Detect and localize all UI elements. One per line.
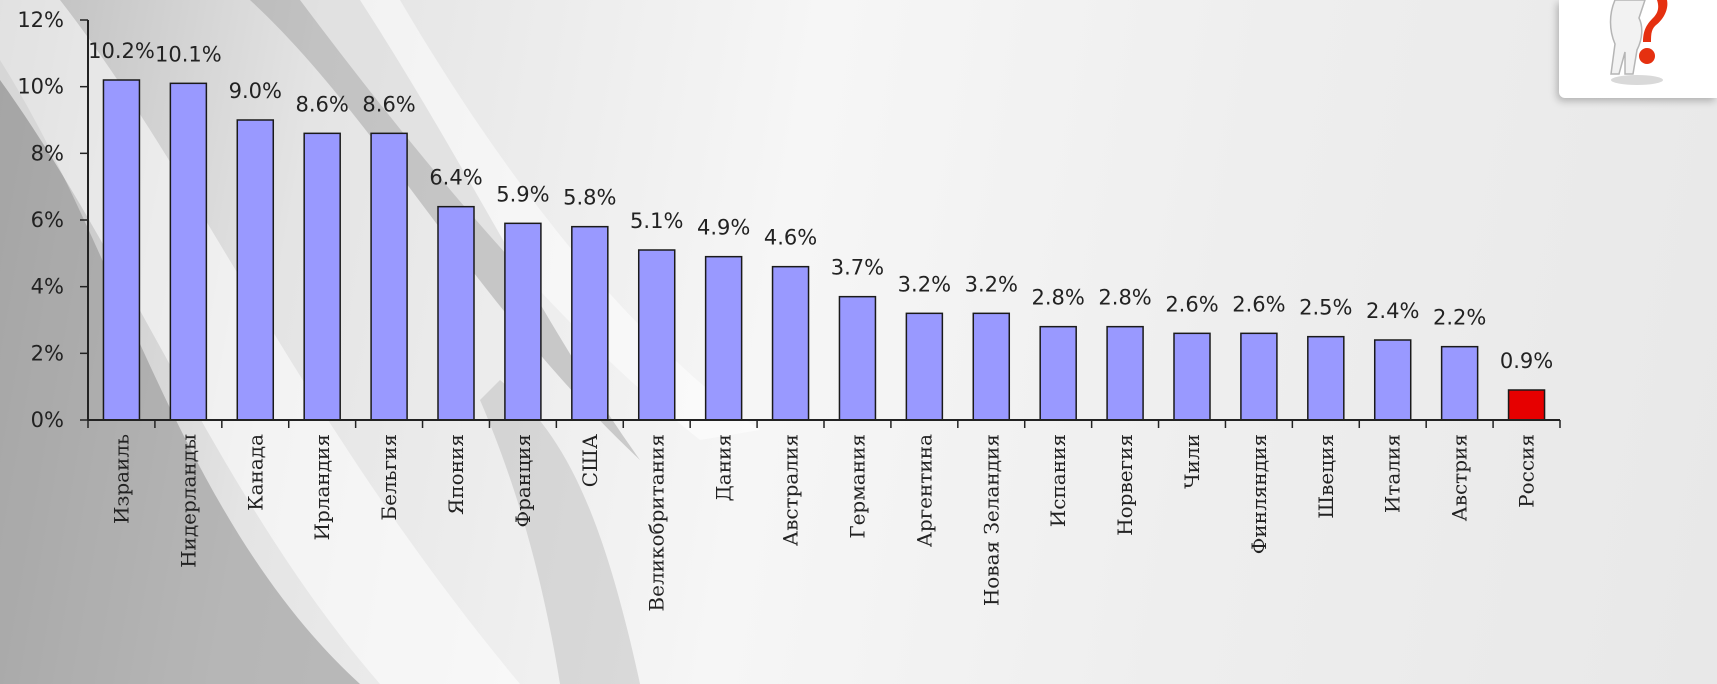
data-label: 2.8% — [1098, 286, 1151, 310]
data-label: 10.2% — [88, 39, 155, 63]
bar-7 — [571, 225, 609, 421]
category-label: Финляндия — [1247, 434, 1271, 554]
data-label: 5.8% — [563, 186, 616, 210]
bar-16 — [1173, 332, 1211, 421]
data-label: 2.6% — [1165, 292, 1218, 316]
data-label: 9.0% — [229, 79, 282, 103]
data-label: 6.4% — [429, 166, 482, 190]
bar-21 — [1507, 389, 1546, 421]
data-label: 10.1% — [155, 42, 222, 66]
bar-2 — [236, 119, 275, 421]
bar-6 — [504, 222, 542, 421]
data-label: 3.2% — [898, 272, 951, 296]
data-label: 3.2% — [965, 272, 1018, 296]
category-label: Великобритания — [645, 434, 669, 612]
category-label: Австрия — [1448, 434, 1472, 521]
bar-20 — [1440, 345, 1479, 421]
bar-10 — [771, 265, 810, 421]
data-label: 2.2% — [1433, 306, 1486, 330]
data-label: 2.8% — [1032, 286, 1085, 310]
bar-19 — [1373, 339, 1412, 421]
y-tick-label: 0% — [31, 408, 64, 432]
category-label: Италия — [1381, 434, 1405, 513]
data-label: 2.6% — [1232, 292, 1285, 316]
category-label: Новая Зеландия — [979, 434, 1003, 606]
category-label: Германия — [845, 434, 869, 539]
bar-13 — [972, 312, 1011, 421]
category-label: Канада — [243, 434, 267, 511]
help-card — [1559, 0, 1717, 98]
category-label: США — [578, 434, 602, 487]
y-tick-label: 10% — [17, 75, 64, 99]
category-label: Аргентина — [912, 434, 936, 547]
bar-0 — [102, 79, 141, 421]
data-label: 5.1% — [630, 209, 683, 233]
bar-3 — [303, 132, 341, 421]
category-label: Австралия — [779, 434, 803, 546]
data-label: 4.9% — [697, 216, 750, 240]
data-label: 2.4% — [1366, 299, 1419, 323]
category-label: Дания — [712, 434, 736, 501]
data-label: 4.6% — [764, 226, 817, 250]
data-label: 8.6% — [296, 92, 349, 116]
category-label: Япония — [444, 434, 468, 515]
x-axis: Израиль Нидерланды Канада Ирландия Бельгия Яп… — [87, 419, 1561, 612]
data-label: 3.7% — [831, 256, 884, 280]
y-tick-label: 12% — [17, 8, 64, 32]
bar-18 — [1307, 335, 1345, 421]
bar-17 — [1240, 332, 1278, 421]
y-tick-label: 6% — [31, 208, 64, 232]
category-label: Нидерланды — [176, 434, 200, 568]
data-label: 0.9% — [1500, 349, 1553, 373]
bar-14 — [1039, 325, 1077, 421]
category-label: Израиль — [109, 434, 133, 524]
bar-15 — [1106, 325, 1144, 421]
question-mark-person-icon — [1609, 0, 1668, 85]
category-label: Франция — [511, 434, 535, 527]
bar-series: 10.2% 10.1% 9.0% 8.6% 8.6% 6.4% 5.9% 5.8% 5.1% 4.… — [88, 39, 1553, 421]
category-label: Норвегия — [1113, 434, 1137, 536]
category-label: Швеция — [1314, 434, 1338, 519]
category-label: Россия — [1515, 434, 1539, 508]
y-tick-label: 8% — [31, 141, 64, 165]
data-label: 5.9% — [496, 182, 549, 206]
data-label: 2.5% — [1299, 296, 1352, 320]
bar-4 — [370, 132, 408, 421]
data-label: 8.6% — [362, 92, 415, 116]
bar-11 — [838, 295, 877, 421]
bar-12 — [905, 312, 944, 421]
y-tick-label: 4% — [31, 275, 64, 299]
y-tick-label: 2% — [31, 341, 64, 365]
category-label: Испания — [1046, 434, 1070, 527]
y-axis: 0% 2% 4% 6% 8% 10% 12% — [17, 8, 89, 432]
bar-5 — [437, 205, 475, 421]
bar-8 — [637, 249, 676, 421]
category-label: Чили — [1180, 434, 1204, 489]
bar-1 — [169, 82, 208, 421]
category-label: Бельгия — [377, 434, 401, 521]
category-label: Ирландия — [310, 434, 334, 540]
bar-9 — [704, 255, 743, 421]
